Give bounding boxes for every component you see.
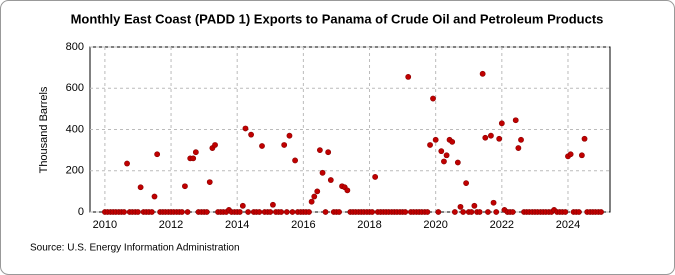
data-point xyxy=(327,177,334,183)
data-point xyxy=(435,209,442,215)
x-tick-label: 2014 xyxy=(225,219,249,231)
data-point xyxy=(405,74,412,80)
x-tick-label: 2020 xyxy=(423,219,447,231)
data-point xyxy=(259,143,265,149)
chart-title: Monthly East Coast (PADD 1) Exports to P… xyxy=(71,11,604,26)
data-point xyxy=(493,209,500,215)
data-point xyxy=(148,209,155,215)
data-point xyxy=(289,209,296,215)
data-point xyxy=(270,201,276,208)
data-point xyxy=(515,145,522,151)
x-tick-label: 2022 xyxy=(490,219,514,231)
x-tick-label: 2012 xyxy=(159,219,183,231)
data-point xyxy=(578,152,585,159)
data-point xyxy=(182,183,188,190)
data-point xyxy=(336,209,342,215)
data-point xyxy=(184,209,191,215)
data-point xyxy=(518,136,524,143)
data-point xyxy=(151,193,158,200)
data-point xyxy=(325,149,332,156)
data-point xyxy=(203,209,210,215)
data-point xyxy=(562,209,569,215)
data-point xyxy=(451,209,458,215)
data-point xyxy=(292,157,298,164)
data-point xyxy=(267,209,274,215)
data-point xyxy=(512,117,519,124)
data-point xyxy=(485,209,491,215)
data-point xyxy=(283,209,290,215)
y-tick-label: 800 xyxy=(66,41,84,53)
y-tick-label: 600 xyxy=(66,82,84,94)
data-point xyxy=(242,125,249,132)
data-point xyxy=(248,131,254,138)
data-point xyxy=(482,134,489,141)
data-point xyxy=(471,202,478,209)
data-point xyxy=(581,135,588,142)
data-point xyxy=(179,209,185,215)
data-point xyxy=(212,142,218,148)
data-point xyxy=(316,147,323,154)
data-point xyxy=(598,209,604,215)
data-point xyxy=(308,198,315,205)
data-point xyxy=(457,203,464,210)
data-point xyxy=(432,136,439,143)
data-point xyxy=(281,142,288,148)
data-point xyxy=(441,158,447,165)
x-tick-label: 2024 xyxy=(556,219,580,231)
x-tick-label: 2010 xyxy=(93,219,117,231)
data-point xyxy=(124,160,130,167)
data-point xyxy=(239,202,246,209)
data-point xyxy=(256,209,263,215)
data-point xyxy=(488,132,494,139)
data-point xyxy=(372,174,379,180)
data-point xyxy=(424,209,431,215)
data-point xyxy=(490,199,497,206)
data-point xyxy=(443,152,450,159)
x-tick-label: 2018 xyxy=(357,219,381,231)
data-point xyxy=(449,138,456,145)
data-point xyxy=(306,209,312,215)
data-point xyxy=(509,209,516,215)
data-point xyxy=(190,155,197,162)
data-point xyxy=(476,209,483,215)
x-tick-label: 2016 xyxy=(291,219,315,231)
data-point xyxy=(430,95,436,102)
data-point xyxy=(245,209,252,215)
data-point xyxy=(463,180,470,187)
data-point xyxy=(137,184,144,191)
data-point xyxy=(314,188,321,195)
data-point xyxy=(498,120,505,127)
y-axis-label: Thousand Barrels xyxy=(38,86,50,173)
data-point xyxy=(479,70,486,77)
data-point xyxy=(438,148,445,155)
data-point xyxy=(496,135,503,142)
data-point xyxy=(319,169,326,176)
data-point xyxy=(206,179,213,185)
data-point xyxy=(154,151,161,158)
y-tick-label: 0 xyxy=(78,206,84,218)
data-point xyxy=(278,209,285,215)
data-point xyxy=(369,209,376,215)
data-point xyxy=(311,193,318,200)
data-point xyxy=(344,187,351,194)
data-point xyxy=(576,209,582,215)
data-point xyxy=(322,209,329,215)
y-tick-label: 400 xyxy=(66,123,84,135)
data-point xyxy=(286,132,293,139)
data-point xyxy=(236,209,243,215)
data-point xyxy=(121,209,127,215)
data-point xyxy=(460,209,467,215)
data-point xyxy=(135,209,141,215)
data-point xyxy=(427,142,433,148)
data-point xyxy=(402,209,409,215)
data-point xyxy=(192,149,199,156)
y-tick-label: 200 xyxy=(66,165,84,177)
data-point xyxy=(454,159,461,166)
data-point xyxy=(468,209,475,215)
source-note: Source: U.S. Energy Information Administ… xyxy=(30,243,240,254)
data-point xyxy=(567,151,574,158)
